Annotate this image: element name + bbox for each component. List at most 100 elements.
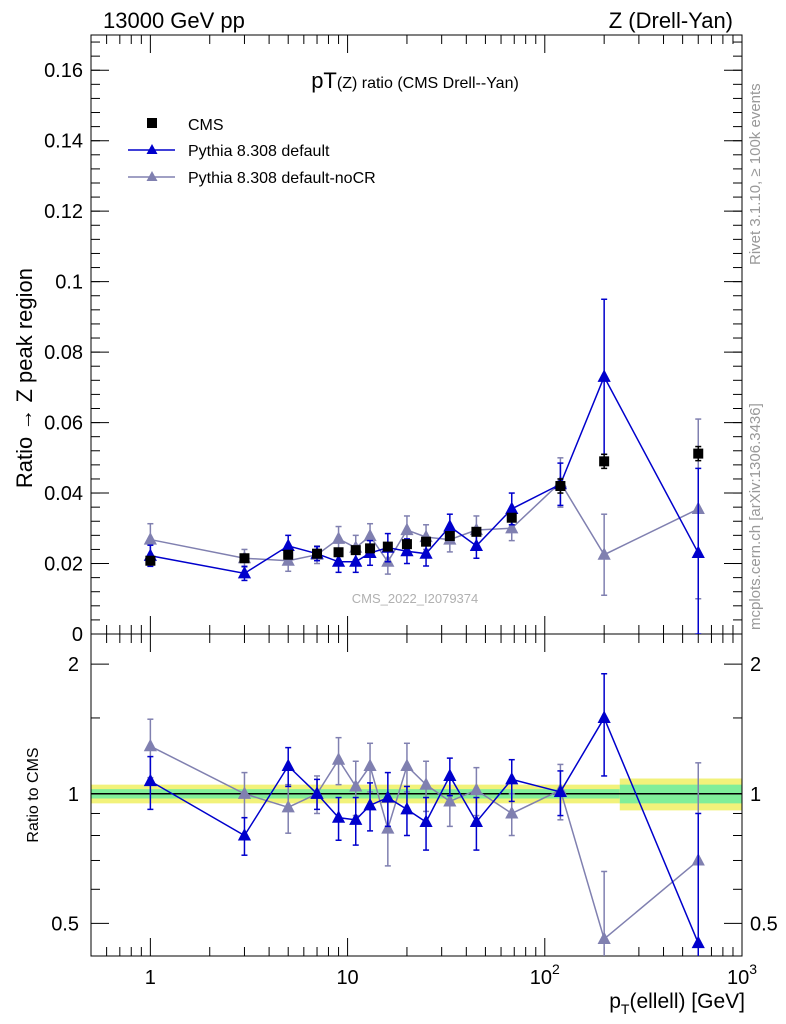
- x-axis-label: pT(ellell) [GeV]: [609, 990, 745, 1017]
- ratio-series-nocr-point: [381, 821, 395, 834]
- xlabel-main: p: [609, 990, 621, 1013]
- ratio-series-default-point: [349, 812, 363, 825]
- top-series-default-point: [281, 538, 295, 551]
- ratio-series-nocr-point: [281, 799, 295, 813]
- ratio-series-nocr-line: [150, 745, 699, 941]
- ratio-series-default-point: [419, 814, 433, 828]
- ratio-series-default-point: [691, 935, 705, 949]
- x-tick-base: 10: [727, 967, 749, 989]
- top-series-cms-point: [506, 512, 517, 523]
- top-title: pT(Z) ratio (CMS Drell--Yan): [311, 68, 519, 93]
- top-series-default-point: [469, 538, 483, 551]
- legend-default-marker: [146, 144, 158, 154]
- ratio-series-nocr-point: [597, 931, 611, 945]
- ratio-series-nocr-point: [349, 779, 363, 792]
- ratio-series-default-point: [505, 771, 519, 785]
- title-sub: (Z) ratio (CMS Drell--Yan): [337, 75, 519, 92]
- legend-cms-marker: [147, 118, 157, 128]
- top-series-cms-point: [421, 536, 432, 547]
- top-series-cms-point: [401, 539, 412, 550]
- top-series-default-point: [237, 565, 252, 579]
- ratio-series-nocr: [143, 718, 705, 956]
- x-tick-label: 1: [145, 967, 156, 989]
- top-series-default-point: [443, 519, 457, 532]
- ratio-series-nocr-point: [237, 786, 252, 799]
- y-tick-label: 0.16: [44, 60, 83, 82]
- y-tick-label: 0.04: [44, 483, 83, 505]
- xlabel-rest: (ellell) [GeV]: [629, 990, 745, 1013]
- ratio-series-default-point: [597, 710, 611, 723]
- top-series-nocr: [143, 418, 705, 600]
- header-left: 13000 GeV pp: [103, 8, 245, 33]
- ratio-y-tick-label-right: 1: [750, 784, 761, 806]
- legend: CMS Pythia 8.308 default Pythia 8.308 de…: [128, 117, 376, 187]
- top-series-nocr-point: [143, 532, 157, 545]
- top-series-cms-point: [471, 526, 482, 537]
- y-tick-label: 0.1: [55, 272, 83, 294]
- x-tick-label: 102: [530, 961, 560, 989]
- top-series-cms-point: [312, 548, 323, 559]
- ratio-series-default-point: [381, 790, 395, 803]
- bottom-frame: [90, 633, 743, 957]
- ratio-series-nocr-point: [505, 806, 519, 819]
- ratio-series-nocr-point: [419, 777, 433, 790]
- x-tick-label: 10: [336, 967, 358, 989]
- y-tick-label: 0.14: [44, 131, 83, 153]
- ratio-series-default-point: [363, 797, 377, 811]
- top-series-cms-point: [283, 549, 294, 560]
- top-series-default-point: [505, 501, 519, 514]
- x-ticks: 1 10 102 103: [90, 35, 757, 989]
- ratio-band: [91, 778, 742, 811]
- ratio-y-tick-label-right: 2: [750, 654, 761, 676]
- top-series-nocr-line: [150, 481, 699, 564]
- mcplots-label: mcplots.cern.ch [arXiv:1306.3436]: [747, 403, 764, 630]
- legend-default-label: Pythia 8.308 default: [188, 143, 330, 160]
- top-series-cms-point: [693, 448, 704, 459]
- y-tick-label: 0.02: [44, 554, 83, 576]
- ratio-series-nocr-point: [331, 752, 346, 765]
- x-tick-base: 1: [145, 967, 156, 989]
- x-tick-base: 10: [336, 967, 358, 989]
- legend-nocr-label: Pythia 8.308 default-noCR: [188, 170, 376, 187]
- y-tick-label: 0.12: [44, 201, 83, 223]
- title-main: pT: [311, 68, 337, 93]
- ratio-series-default-point: [469, 814, 483, 828]
- ratio-series-default-point: [281, 758, 295, 772]
- top-series-cms-point: [145, 555, 156, 566]
- ratio-series-default-point: [237, 828, 252, 841]
- ratio-series-default-point: [331, 810, 346, 823]
- ratio-series-nocr-point: [400, 758, 414, 772]
- ratio-series-default: [143, 672, 705, 956]
- xlabel-sub: T: [621, 1001, 630, 1017]
- ratio-y-tick-label: 0.5: [51, 913, 79, 935]
- y-tick-label: 0.06: [44, 413, 83, 435]
- ratio-y-tick-label: 1: [68, 784, 79, 806]
- top-series-cms-point: [333, 547, 344, 558]
- y-tick-label: 0.08: [44, 342, 83, 364]
- y-tick-label: 0: [72, 624, 83, 646]
- top-series-default-point: [400, 543, 414, 557]
- legend-cms-label: CMS: [188, 117, 224, 134]
- header-right: Z (Drell-Yan): [609, 8, 733, 33]
- ratio-series-default-point: [443, 768, 457, 781]
- top-series-cms-point: [382, 541, 393, 552]
- x-tick-exponent: 2: [552, 961, 560, 977]
- bottom-y-ticks: 0.5 0.5 1 1 2 2: [51, 654, 778, 935]
- top-series-nocr-point: [363, 528, 377, 542]
- ratio-series-nocr-point: [443, 793, 457, 807]
- ratio-series-default-line: [149, 716, 699, 944]
- bottom-ylabel: Ratio to CMS: [25, 747, 42, 842]
- top-series-default-point: [419, 546, 433, 559]
- top-ylabel: Ratio → Z peak region: [12, 268, 37, 488]
- top-series-nocr-point: [400, 522, 414, 536]
- watermark: CMS_2022_I2079374: [352, 591, 479, 606]
- x-tick-exponent: 3: [749, 961, 757, 977]
- ratio-series-default-point: [553, 784, 568, 797]
- ratio-y-tick-label-right: 0.5: [750, 913, 778, 935]
- top-series-nocr-point: [597, 547, 611, 560]
- ratio-y-tick-label: 2: [68, 654, 79, 676]
- ratio-series-default-point: [143, 773, 157, 787]
- top-y-ticks: 0 0.02 0.04 0.06 0.08 0.1 0.12 0.14 0.16: [44, 41, 742, 646]
- top-series-cms: [145, 445, 704, 566]
